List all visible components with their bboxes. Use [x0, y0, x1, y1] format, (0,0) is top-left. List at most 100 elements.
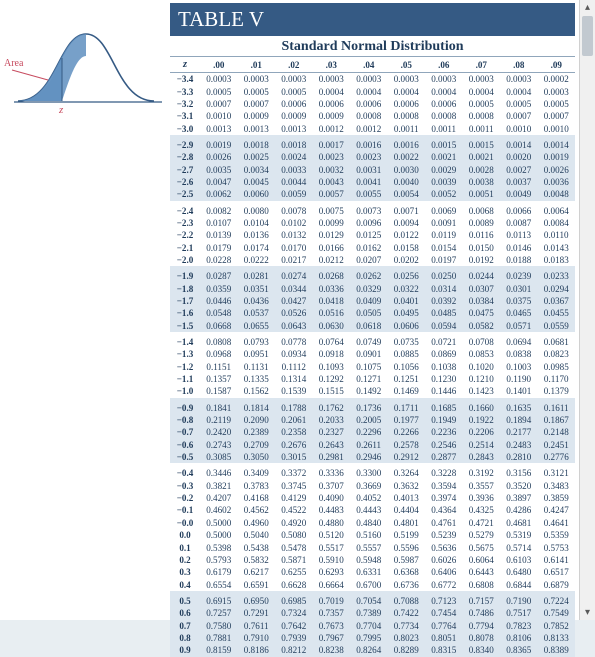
prob-cell: 0.0281	[238, 266, 276, 282]
prob-cell: 0.0054	[388, 188, 426, 200]
prob-cell: 0.7454	[425, 607, 463, 619]
prob-cell: 0.2514	[463, 439, 501, 451]
prob-cell: 0.8078	[463, 632, 501, 644]
table-row: −0.60.27430.27090.26760.26430.26110.2578…	[170, 439, 575, 451]
table-row: −1.90.02870.02810.02740.02680.02620.0256…	[170, 266, 575, 282]
prob-cell: 0.0256	[388, 266, 426, 282]
scrollbar-thumb[interactable]	[582, 16, 593, 56]
prob-cell: 0.0838	[500, 348, 538, 360]
prob-cell: 0.0031	[350, 163, 388, 175]
prob-cell: 0.0003	[500, 73, 538, 86]
col-header: .07	[463, 57, 501, 73]
prob-cell: 0.0495	[388, 307, 426, 319]
prob-cell: 0.0009	[275, 110, 313, 122]
prob-cell: 0.8264	[350, 644, 388, 656]
prob-cell: 0.0005	[463, 98, 501, 110]
prob-cell: 0.4207	[200, 492, 238, 504]
prob-cell: 0.3483	[538, 480, 576, 492]
prob-cell: 0.0014	[500, 135, 538, 151]
prob-cell: 0.0158	[388, 242, 426, 254]
prob-cell: 0.6628	[275, 579, 313, 591]
prob-cell: 0.4761	[425, 517, 463, 529]
prob-cell: 0.0021	[425, 151, 463, 163]
prob-cell: 0.1660	[463, 398, 501, 414]
prob-cell: 0.1335	[238, 373, 276, 385]
prob-cell: 0.6255	[275, 566, 313, 578]
prob-cell: 0.0019	[200, 135, 238, 151]
prob-cell: 0.3821	[200, 480, 238, 492]
table-row: −2.20.01390.01360.01320.01290.01250.0122…	[170, 229, 575, 241]
prob-cell: 0.0951	[238, 348, 276, 360]
prob-cell: 0.2483	[500, 439, 538, 451]
prob-cell: 0.8389	[538, 644, 576, 656]
prob-cell: 0.6026	[425, 554, 463, 566]
prob-cell: 0.2090	[238, 414, 276, 426]
prob-cell: 0.4325	[463, 504, 501, 516]
prob-cell: 0.7673	[313, 619, 351, 631]
prob-cell: 0.0094	[388, 217, 426, 229]
table-row: −1.20.11510.11310.11120.10930.10750.1056…	[170, 361, 575, 373]
prob-cell: 0.0174	[238, 242, 276, 254]
prob-cell: 0.0003	[275, 73, 313, 86]
prob-cell: 0.0228	[200, 254, 238, 266]
scroll-down-arrow[interactable]: ▾	[580, 605, 595, 620]
prob-cell: 0.0307	[463, 282, 501, 294]
scroll-up-arrow[interactable]: ▴	[580, 0, 595, 15]
prob-cell: 0.2643	[313, 439, 351, 451]
prob-cell: 0.7257	[200, 607, 238, 619]
prob-cell: 0.0011	[425, 123, 463, 135]
table-row: −2.00.02280.02220.02170.02120.02070.0202…	[170, 254, 575, 266]
prob-cell: 0.0110	[538, 229, 576, 241]
table-row: −0.10.46020.45620.45220.44830.44430.4404…	[170, 504, 575, 516]
prob-cell: 0.5832	[238, 554, 276, 566]
prob-cell: 0.0037	[500, 176, 538, 188]
prob-cell: 0.6406	[425, 566, 463, 578]
prob-cell: 0.0005	[500, 98, 538, 110]
z-value: −1.5	[170, 320, 200, 332]
prob-cell: 0.7157	[463, 591, 501, 607]
prob-cell: 0.1056	[388, 361, 426, 373]
prob-cell: 0.0028	[463, 163, 501, 175]
prob-cell: 0.0918	[313, 348, 351, 360]
prob-cell: 0.8212	[275, 644, 313, 656]
table-row: −1.00.15870.15620.15390.15150.14920.1469…	[170, 385, 575, 397]
prob-cell: 0.5596	[388, 541, 426, 553]
col-header-z: z	[170, 57, 200, 73]
prob-cell: 0.7088	[388, 591, 426, 607]
prob-cell: 0.1949	[425, 414, 463, 426]
prob-cell: 0.0073	[350, 201, 388, 217]
prob-cell: 0.7224	[538, 591, 576, 607]
prob-cell: 0.1251	[388, 373, 426, 385]
prob-cell: 0.0007	[238, 98, 276, 110]
prob-cell: 0.4286	[500, 504, 538, 516]
prob-cell: 0.0139	[200, 229, 238, 241]
prob-cell: 0.0003	[463, 73, 501, 86]
prob-cell: 0.4364	[425, 504, 463, 516]
prob-cell: 0.7794	[463, 619, 501, 631]
prob-cell: 0.2266	[388, 426, 426, 438]
prob-cell: 0.0401	[388, 295, 426, 307]
prob-cell: 0.0217	[275, 254, 313, 266]
prob-cell: 0.2810	[500, 451, 538, 463]
table-row: −2.50.00620.00600.00590.00570.00550.0054…	[170, 188, 575, 200]
prob-cell: 0.2843	[463, 451, 501, 463]
prob-cell: 0.0023	[350, 151, 388, 163]
prob-cell: 0.7190	[500, 591, 538, 607]
prob-cell: 0.0043	[313, 176, 351, 188]
vertical-scrollbar[interactable]: ▴ ▾	[579, 0, 595, 620]
table-body: −3.40.00030.00030.00030.00030.00030.0003…	[170, 73, 575, 657]
table-row: 0.60.72570.72910.73240.73570.73890.74220…	[170, 607, 575, 619]
prob-cell: 0.0040	[388, 176, 426, 188]
prob-cell: 0.0006	[425, 98, 463, 110]
prob-cell: 0.0018	[275, 135, 313, 151]
prob-cell: 0.5438	[238, 541, 276, 553]
z-value: −2.0	[170, 254, 200, 266]
prob-cell: 0.7389	[350, 607, 388, 619]
z-value: −1.4	[170, 332, 200, 348]
prob-cell: 0.0011	[388, 123, 426, 135]
prob-cell: 0.0192	[463, 254, 501, 266]
table-row: 0.70.75800.76110.76420.76730.77040.77340…	[170, 619, 575, 631]
prob-cell: 0.0233	[538, 266, 576, 282]
prob-cell: 0.0010	[538, 123, 576, 135]
prob-cell: 0.2420	[200, 426, 238, 438]
